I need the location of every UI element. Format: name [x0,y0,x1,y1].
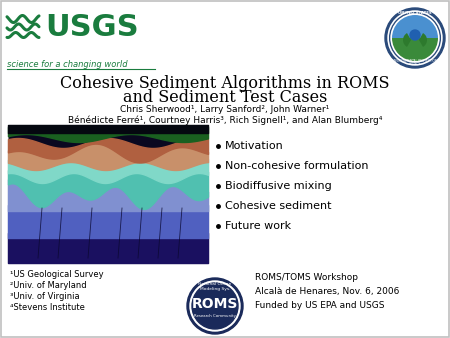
Text: ENVIRONMENTAL PROTECTION: ENVIRONMENTAL PROTECTION [392,59,437,63]
Text: Modeling Sys.: Modeling Sys. [200,287,230,291]
FancyBboxPatch shape [8,125,208,263]
Circle shape [388,11,442,65]
Text: ¹US Geological Survey: ¹US Geological Survey [10,270,104,279]
Text: Non-cohesive formulation: Non-cohesive formulation [225,161,369,171]
Text: Motivation: Motivation [225,141,284,151]
Text: ⁴Stevens Institute: ⁴Stevens Institute [10,303,85,312]
Text: National Ocean: National Ocean [198,282,232,286]
Text: UNITED STATES: UNITED STATES [398,11,432,15]
Text: USGS: USGS [45,14,139,43]
Text: ROMS: ROMS [192,297,238,311]
FancyBboxPatch shape [5,5,160,73]
Text: Chris Sherwood¹, Larry Sanford², John Warner¹: Chris Sherwood¹, Larry Sanford², John Wa… [121,105,329,115]
Text: Cohesive sediment: Cohesive sediment [225,201,332,211]
Text: Future work: Future work [225,221,291,231]
Text: Research Community: Research Community [194,314,236,318]
Circle shape [410,30,420,40]
Circle shape [391,14,439,62]
Circle shape [192,283,238,329]
Circle shape [187,278,243,334]
Circle shape [385,8,445,68]
Text: ³Univ. of Virginia: ³Univ. of Virginia [10,292,80,301]
Text: Cohesive Sediment Algorithms in ROMS: Cohesive Sediment Algorithms in ROMS [60,75,390,93]
Wedge shape [419,33,427,47]
Wedge shape [392,38,438,61]
Text: Bénédicte Ferré¹, Courtney Harris³, Rich Signell¹, and Alan Blumberg⁴: Bénédicte Ferré¹, Courtney Harris³, Rich… [68,115,382,125]
Text: science for a changing world: science for a changing world [7,60,128,69]
Text: AGENCY: AGENCY [409,62,421,66]
Wedge shape [403,33,411,47]
Text: Biodiffusive mixing: Biodiffusive mixing [225,181,332,191]
Circle shape [190,281,240,331]
Text: ROMS/TOMS Workshop
Alcalà de Henares, Nov. 6, 2006
Funded by US EPA and USGS: ROMS/TOMS Workshop Alcalà de Henares, No… [255,273,400,310]
Text: and Sediment Test Cases: and Sediment Test Cases [123,89,327,105]
Text: ²Univ. of Maryland: ²Univ. of Maryland [10,281,86,290]
Wedge shape [392,15,438,38]
